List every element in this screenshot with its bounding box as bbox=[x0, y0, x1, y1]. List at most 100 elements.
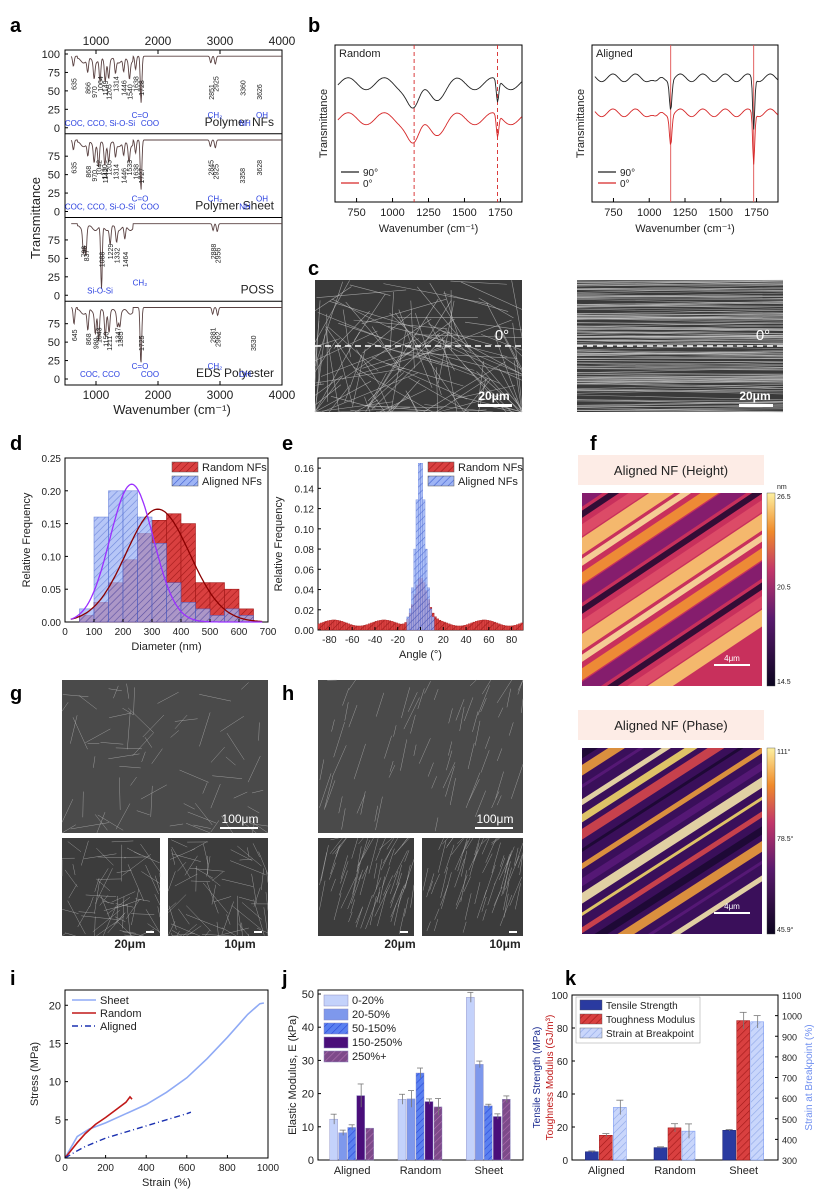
texture bbox=[468, 779, 480, 801]
texture bbox=[122, 854, 151, 876]
group-annotation: C=O bbox=[132, 195, 149, 204]
legend-swatch bbox=[323, 994, 349, 1007]
texture bbox=[126, 900, 140, 920]
texture bbox=[81, 840, 89, 866]
y-tick-label: 75 bbox=[48, 235, 60, 247]
panel-g: 100μm 20μm 10μm bbox=[61, 680, 269, 951]
x-tick-label: 300 bbox=[144, 627, 161, 638]
texture bbox=[348, 679, 356, 690]
y-axis-label: Transmittance bbox=[28, 177, 43, 259]
colorbar-label: 78.5° bbox=[777, 835, 794, 843]
texture bbox=[81, 915, 118, 920]
fiber bbox=[455, 385, 516, 399]
texture bbox=[92, 910, 121, 933]
texture bbox=[483, 864, 496, 899]
fiber bbox=[576, 337, 784, 343]
fiber bbox=[338, 323, 412, 348]
texture bbox=[507, 867, 512, 884]
bar-150-250% bbox=[356, 1095, 365, 1161]
texture bbox=[358, 837, 369, 869]
texture bbox=[380, 848, 392, 871]
x-tick-label: -20 bbox=[390, 635, 405, 646]
texture bbox=[434, 908, 440, 920]
texture bbox=[440, 867, 449, 898]
texture bbox=[393, 725, 397, 737]
fiber bbox=[328, 384, 351, 413]
texture bbox=[359, 866, 369, 896]
y-axis-label: Relative Frequency bbox=[21, 492, 33, 587]
y-tick-label-left: 80 bbox=[557, 1024, 569, 1035]
scale-bar-label: 100μm bbox=[477, 812, 514, 826]
histogram-bar bbox=[383, 619, 387, 631]
scale-bar bbox=[509, 931, 517, 933]
peak-label: 2956 bbox=[215, 248, 222, 264]
ftir-spectrum bbox=[71, 223, 282, 289]
fiber bbox=[345, 301, 401, 367]
texture bbox=[495, 771, 504, 799]
legend-label: Tensile Strength bbox=[606, 1001, 678, 1012]
x-tick-label: 500 bbox=[202, 627, 219, 638]
y-tick-label: 50 bbox=[48, 253, 60, 265]
texture bbox=[100, 742, 124, 745]
group-annotation: COC, CCO bbox=[80, 370, 120, 379]
texture bbox=[190, 880, 211, 883]
y-axis-label: Stress (MPa) bbox=[29, 1042, 41, 1106]
texture bbox=[500, 855, 505, 867]
panel-letter-e: e bbox=[282, 433, 293, 455]
y-tick-label: 0.15 bbox=[42, 520, 62, 531]
subplot-label: Polymer Sheet bbox=[195, 199, 274, 213]
texture bbox=[124, 856, 149, 858]
histogram-bar bbox=[518, 623, 521, 631]
y-tick-label-left: 40 bbox=[557, 1090, 569, 1101]
texture bbox=[212, 871, 224, 881]
y-tick-label: 0 bbox=[55, 1153, 61, 1165]
fiber bbox=[576, 381, 784, 384]
texture bbox=[147, 923, 161, 933]
stripe bbox=[617, 841, 762, 934]
ftir-spectrum bbox=[70, 55, 282, 103]
texture bbox=[96, 878, 111, 892]
y-tick-label: 10 bbox=[302, 1122, 314, 1134]
subplot-label: EDS Polyester bbox=[196, 366, 274, 380]
texture bbox=[179, 769, 209, 783]
histogram-bar bbox=[472, 621, 476, 631]
histogram-bar bbox=[506, 625, 510, 631]
texture bbox=[352, 862, 360, 895]
texture bbox=[64, 869, 78, 888]
texture bbox=[340, 861, 349, 884]
histogram-bar bbox=[479, 620, 483, 631]
histogram-bar bbox=[454, 625, 458, 631]
x-tick-label: 1000 bbox=[380, 207, 404, 219]
texture bbox=[122, 707, 134, 716]
fiber bbox=[576, 328, 784, 330]
fiber bbox=[576, 313, 784, 317]
fiber bbox=[407, 393, 418, 413]
texture bbox=[383, 875, 393, 896]
fiber bbox=[576, 380, 784, 385]
texture bbox=[133, 851, 160, 864]
texture bbox=[251, 790, 264, 794]
texture bbox=[494, 873, 500, 885]
texture bbox=[442, 762, 456, 789]
fiber bbox=[314, 286, 352, 312]
fiber bbox=[576, 389, 784, 393]
fiber bbox=[367, 332, 441, 402]
scale-bar bbox=[475, 827, 513, 829]
texture bbox=[491, 837, 499, 844]
texture bbox=[396, 864, 402, 885]
texture bbox=[403, 697, 420, 730]
texture bbox=[252, 843, 260, 858]
group-annotation: NH bbox=[239, 119, 251, 128]
texture bbox=[157, 691, 179, 704]
fiber bbox=[314, 375, 343, 413]
stripe bbox=[582, 748, 625, 776]
y-tick-label-left: 60 bbox=[557, 1057, 569, 1068]
texture bbox=[206, 881, 219, 914]
texture bbox=[464, 893, 472, 920]
fiber bbox=[576, 363, 784, 368]
texture bbox=[171, 839, 188, 848]
texture bbox=[365, 891, 381, 930]
texture bbox=[145, 909, 161, 934]
texture bbox=[144, 737, 153, 748]
y-tick-label-right: 500 bbox=[782, 1115, 797, 1125]
